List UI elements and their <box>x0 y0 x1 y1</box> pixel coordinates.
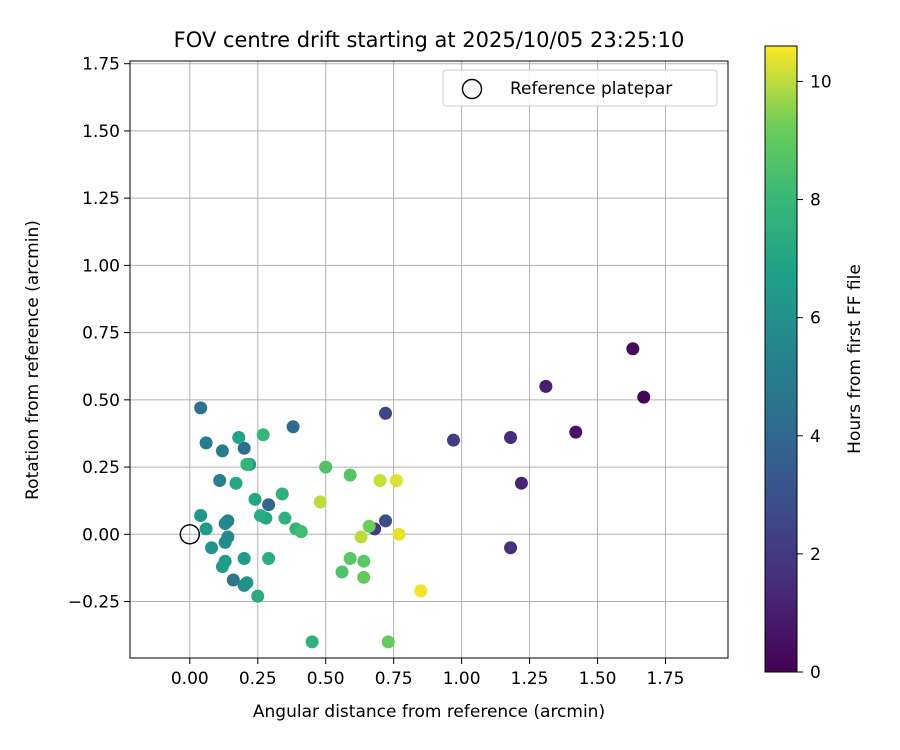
data-point <box>229 476 243 490</box>
y-axis-ticks: −0.25 0.00 0.25 0.50 0.75 1.00 1.25 1.50 1.75 <box>68 55 130 613</box>
colorbar-gradient <box>764 45 798 673</box>
x-tick-label: 1.00 <box>443 669 481 689</box>
data-point <box>379 514 393 528</box>
legend-box <box>442 69 718 107</box>
y-tick-label: 1.75 <box>82 55 120 75</box>
data-point <box>514 476 528 490</box>
data-point <box>357 570 371 584</box>
legend: Reference platepar <box>442 69 718 107</box>
data-point <box>305 635 319 649</box>
data-point <box>335 565 349 579</box>
data-points <box>179 342 651 649</box>
data-point <box>504 430 518 444</box>
colorbar-label: Hours from first FF file <box>845 264 865 454</box>
colorbar-tick-label: 8 <box>810 191 821 211</box>
data-point <box>226 573 240 587</box>
data-point <box>194 508 208 522</box>
data-point <box>215 444 229 458</box>
data-point <box>357 554 371 568</box>
data-point <box>253 508 267 522</box>
data-point <box>313 495 327 509</box>
data-point <box>262 552 276 565</box>
data-point <box>446 433 460 447</box>
x-tick-label: 1.25 <box>511 669 549 689</box>
x-tick-label: 0.25 <box>239 669 277 689</box>
data-point <box>504 541 518 555</box>
data-point <box>240 576 254 590</box>
data-point <box>343 552 357 565</box>
colorbar-ticks: 0 2 4 6 8 10 <box>797 72 832 683</box>
y-tick-label: 0.50 <box>82 391 120 411</box>
data-point <box>199 436 213 450</box>
data-point <box>379 406 393 420</box>
data-point <box>373 474 387 488</box>
data-point <box>414 584 428 598</box>
data-point <box>213 474 227 488</box>
y-tick-label: 0.00 <box>82 525 120 545</box>
data-point <box>294 525 308 539</box>
colorbar-tick-label: 2 <box>810 545 821 565</box>
data-point <box>275 487 289 501</box>
data-point <box>215 560 229 574</box>
colorbar-tick-label: 6 <box>810 309 821 329</box>
data-point <box>218 535 232 549</box>
data-point <box>626 342 640 356</box>
chart-title: FOV centre drift starting at 2025/10/05 … <box>174 28 685 52</box>
colorbar-tick-label: 0 <box>810 663 821 683</box>
y-tick-label: 0.25 <box>82 458 120 478</box>
data-point <box>218 517 232 531</box>
y-tick-label: 1.25 <box>82 189 120 209</box>
data-point <box>199 522 213 536</box>
colorbar: 0 2 4 6 8 10 Hours from first FF file <box>764 45 865 683</box>
x-axis-ticks: 0.00 0.25 0.50 0.75 1.00 1.25 1.50 1.75 <box>171 658 685 689</box>
data-point <box>262 498 276 512</box>
plot-frame <box>129 60 729 659</box>
data-point <box>389 474 403 488</box>
data-point <box>194 401 208 415</box>
x-tick-label: 0.75 <box>375 669 413 689</box>
data-point <box>539 379 553 393</box>
x-tick-label: 0.50 <box>307 669 345 689</box>
data-point <box>232 430 246 444</box>
data-point <box>240 457 254 471</box>
legend-reference-marker <box>461 78 483 100</box>
data-point <box>248 492 262 506</box>
data-point <box>381 635 395 649</box>
data-point <box>319 460 333 474</box>
y-tick-label: 1.50 <box>82 122 120 142</box>
y-tick-label: −0.25 <box>68 593 120 613</box>
x-axis-label: Angular distance from reference (arcmin) <box>253 702 605 722</box>
data-point <box>237 552 251 565</box>
data-point <box>237 441 251 455</box>
data-point <box>392 527 406 541</box>
data-point <box>278 511 292 525</box>
y-tick-label: 1.00 <box>82 256 120 276</box>
y-tick-label: 0.75 <box>82 324 120 344</box>
data-point <box>251 589 265 603</box>
data-point <box>205 541 219 555</box>
grid-lines <box>130 61 728 658</box>
reference-platepar-marker <box>179 524 201 545</box>
data-point <box>256 428 270 442</box>
data-point <box>362 519 376 533</box>
x-tick-label: 0.00 <box>171 669 209 689</box>
data-point <box>637 390 651 404</box>
x-tick-label: 1.75 <box>647 669 685 689</box>
colorbar-tick-label: 4 <box>810 427 821 447</box>
data-point <box>354 530 368 544</box>
data-point <box>343 468 357 482</box>
x-tick-label: 1.50 <box>579 669 617 689</box>
data-point <box>569 425 583 439</box>
y-axis-label: Rotation from reference (arcmin) <box>23 220 43 500</box>
colorbar-tick-label: 10 <box>810 72 832 92</box>
legend-label: Reference platepar <box>510 79 672 99</box>
data-point <box>286 420 300 434</box>
